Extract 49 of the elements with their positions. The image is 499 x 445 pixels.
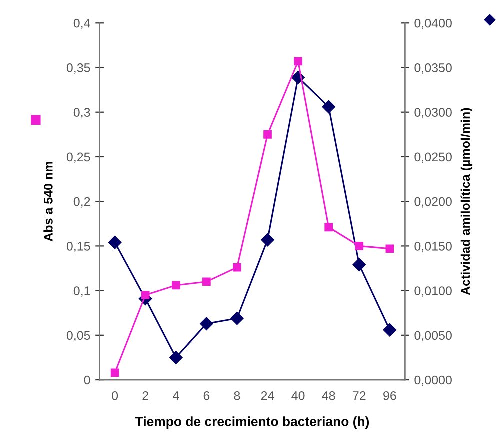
- point: [264, 130, 272, 139]
- y-tick-label: 0,35: [66, 64, 90, 74]
- y-tick-label: 0,1: [74, 286, 90, 297]
- y-tick-label: 0,4: [74, 18, 90, 30]
- point: [110, 368, 120, 378]
- y-axis-title: Abs a 540 nm: [44, 162, 53, 242]
- point: [230, 312, 244, 326]
- x-tick-label: 0: [112, 391, 118, 400]
- y-tick-label: 0,2: [74, 197, 90, 208]
- y2-tick-label: 0,0000: [414, 376, 452, 386]
- y2-tick-label: 0,0100: [414, 286, 452, 297]
- x-tick-label: 24: [261, 391, 274, 400]
- x-tick-label: 6: [204, 391, 210, 400]
- y2-tick-label: 0,0350: [414, 64, 452, 74]
- point: [294, 57, 302, 66]
- y2-tick-label: 0,0300: [414, 108, 452, 118]
- x-tick-label: 2: [142, 391, 148, 400]
- x-tick-label: 8: [234, 391, 240, 400]
- point: [170, 351, 183, 364]
- y-tick-label: 0,05: [66, 331, 90, 342]
- point: [141, 291, 150, 300]
- point: [261, 233, 274, 247]
- point: [172, 281, 180, 290]
- point: [322, 100, 336, 114]
- y2-axis-title: Actividad amilolítica (µmol/min): [460, 108, 473, 296]
- point: [233, 263, 242, 272]
- point: [355, 242, 364, 250]
- point: [108, 236, 122, 250]
- x-tick-label: 96: [384, 391, 396, 400]
- point: [352, 258, 366, 272]
- x-tick-label: 40: [292, 391, 305, 400]
- x-tick-label: 72: [353, 391, 366, 400]
- y-tick-label: 0,3: [74, 108, 90, 118]
- x-tick-label: 48: [322, 391, 336, 400]
- y2-tick-label: 0,0150: [414, 242, 452, 252]
- point: [324, 223, 334, 232]
- y-tick-label: 0,15: [66, 242, 90, 252]
- y2-tick-label: 0,0050: [414, 331, 452, 342]
- point: [200, 317, 214, 330]
- y-tick-label: 0,25: [66, 152, 90, 164]
- x-tick-label: 4: [172, 392, 180, 400]
- y2-tick-label: 0,0200: [414, 197, 452, 208]
- y2-tick-label: 0,0250: [414, 152, 452, 164]
- point: [202, 278, 211, 286]
- y2-tick-label: 0,0400: [414, 18, 452, 30]
- y-tick-label: 0: [84, 376, 90, 385]
- x-axis-title: Tiempo de crecimiento bacteriano (h): [135, 416, 370, 429]
- point: [386, 244, 394, 254]
- point: [383, 323, 397, 337]
